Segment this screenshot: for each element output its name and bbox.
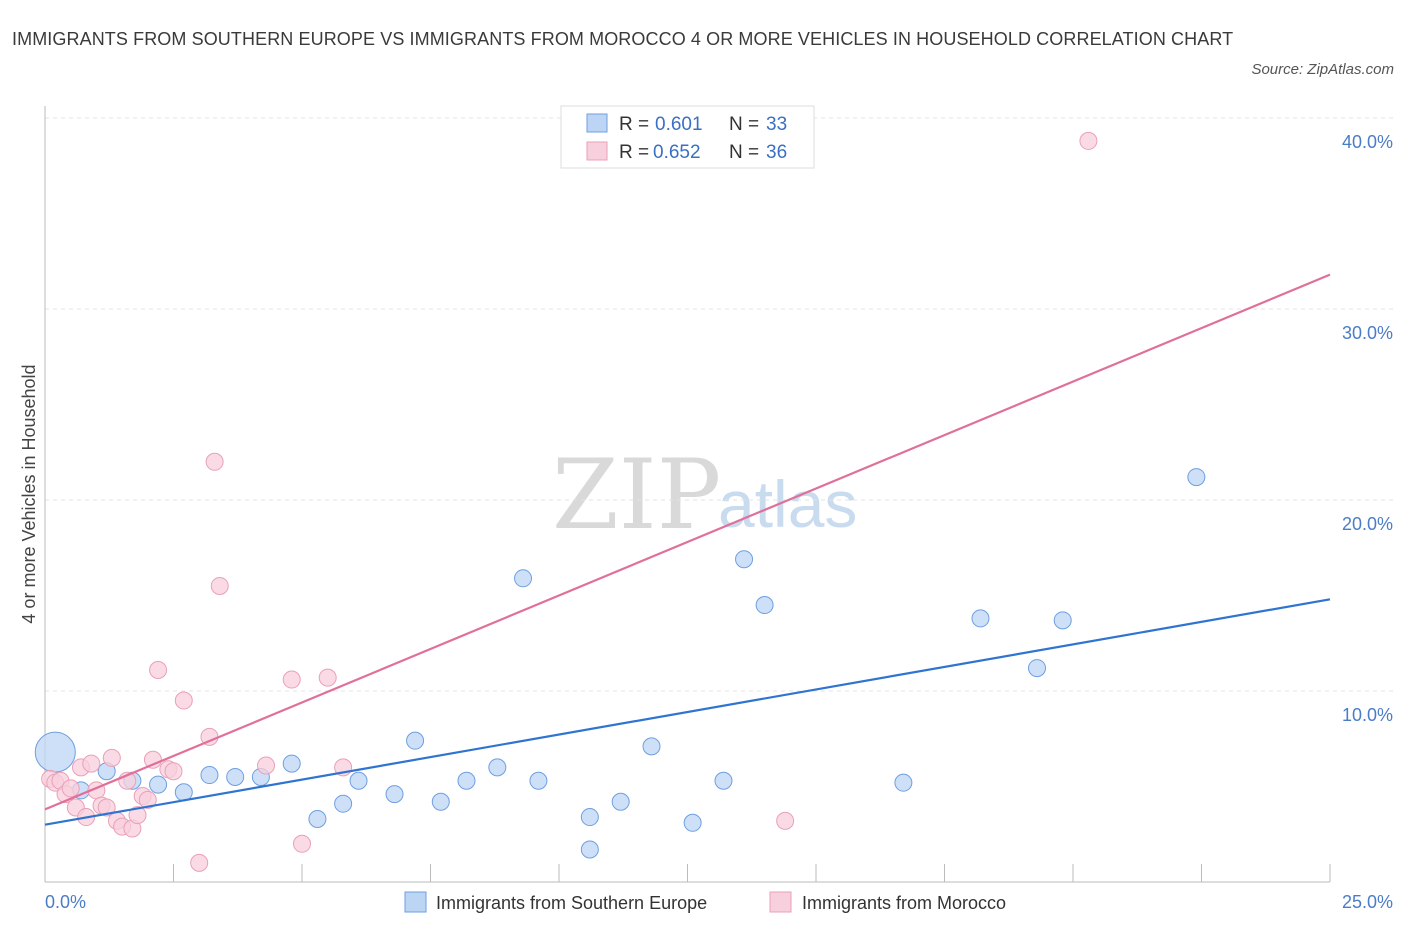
watermark-zip: ZIP (552, 439, 721, 551)
point-morocco-25 (190, 853, 209, 872)
y-axis-label: 4 or more Vehicles in Household (19, 364, 39, 623)
legend-label-morocco: Immigrants from Morocco (802, 893, 1006, 913)
point-southern-europe-17 (488, 758, 507, 777)
stats-n-label-southern-europe: N = (729, 114, 759, 135)
point-morocco-21 (149, 660, 168, 679)
point-southern-europe-23 (642, 737, 661, 756)
point-southern-europe-28 (894, 773, 913, 792)
point-southern-europe-16 (457, 771, 476, 790)
x-tick-label-min: 0.0% (45, 892, 86, 912)
stats-n-label-morocco: N = (729, 142, 759, 163)
grid-lines (45, 117, 1393, 692)
point-southern-europe-30 (1028, 659, 1047, 678)
point-southern-europe-15 (431, 792, 450, 811)
point-morocco-11 (97, 798, 116, 817)
watermark: ZIP atlas (552, 439, 857, 551)
point-southern-europe-18 (514, 569, 533, 588)
point-southern-europe-24 (683, 813, 702, 832)
point-southern-europe-12 (349, 771, 368, 790)
point-southern-europe-32 (1187, 468, 1206, 487)
trend-line-morocco (44, 273, 1331, 811)
legend-swatch-southern-europe (404, 891, 427, 913)
point-southern-europe-9 (282, 754, 301, 773)
point-morocco-8 (82, 754, 101, 773)
point-southern-europe-10 (308, 809, 327, 828)
watermark-atlas: atlas (718, 467, 857, 541)
legend-swatch-morocco (769, 891, 792, 913)
point-morocco-31 (293, 834, 311, 853)
point-southern-europe-6 (200, 766, 219, 785)
point-morocco-12 (102, 748, 121, 767)
point-morocco-20 (143, 750, 162, 769)
point-morocco-35 (1079, 131, 1098, 150)
stats-n-value-southern-europe: 33 (766, 114, 787, 135)
point-morocco-24 (174, 691, 193, 710)
trend-lines (44, 273, 1331, 826)
point-southern-europe-7 (226, 767, 245, 786)
point-southern-europe-19 (529, 771, 548, 790)
point-southern-europe-5 (174, 783, 193, 802)
point-southern-europe-21 (580, 808, 599, 827)
point-southern-europe-27 (755, 596, 774, 615)
y-tick-label-20: 20.0% (1342, 514, 1393, 534)
y-tick-label-10: 10.0% (1342, 705, 1393, 725)
point-morocco-28 (210, 576, 229, 595)
point-southern-europe-26 (735, 550, 754, 569)
y-tick-label-30: 30.0% (1342, 323, 1393, 343)
point-morocco-29 (257, 756, 276, 775)
chart-title: IMMIGRANTS FROM SOUTHERN EUROPE VS IMMIG… (12, 29, 1234, 49)
bottom-legend: Immigrants from Southern Europe Immigran… (404, 891, 1006, 913)
point-morocco-27 (205, 452, 224, 471)
x-tick-label-max: 25.0% (1342, 892, 1393, 912)
point-morocco-19 (138, 790, 157, 809)
stats-r-label-southern-europe: R = (619, 114, 649, 135)
y-tick-labels: 10.0% 20.0% 30.0% 40.0% (1342, 132, 1393, 725)
point-southern-europe-13 (385, 785, 404, 804)
point-southern-europe-31 (1053, 611, 1072, 630)
point-southern-europe-22 (611, 792, 630, 811)
point-southern-europe-29 (971, 609, 990, 628)
stats-swatch-morocco (586, 141, 608, 161)
point-morocco-23 (164, 762, 183, 781)
point-southern-europe-11 (334, 794, 353, 813)
stats-n-value-morocco: 36 (766, 142, 787, 163)
stats-r-value-southern-europe: 0.601 (655, 114, 703, 135)
stats-swatch-southern-europe (586, 113, 608, 133)
y-tick-label-40: 40.0% (1342, 132, 1393, 152)
point-southern-europe-0 (34, 731, 76, 773)
source-note: Source: ZipAtlas.com (1251, 61, 1394, 78)
point-morocco-30 (282, 670, 301, 689)
point-southern-europe-25 (714, 771, 733, 790)
point-morocco-32 (318, 668, 337, 687)
trend-line-southern-europe (44, 598, 1331, 826)
stats-r-label-morocco: R = (619, 142, 649, 163)
point-southern-europe-20 (580, 840, 599, 859)
point-morocco-34 (776, 811, 795, 830)
data-points (34, 131, 1206, 872)
stats-r-value-morocco: 0.652 (653, 142, 701, 163)
point-morocco-17 (128, 806, 147, 825)
point-southern-europe-4 (149, 775, 168, 794)
stats-legend: R = 0.601 N = 33 R = 0.652 N = 36 (560, 105, 815, 169)
legend-label-southern-europe: Immigrants from Southern Europe (436, 893, 707, 913)
point-southern-europe-14 (406, 731, 425, 750)
point-morocco-4 (61, 779, 80, 798)
